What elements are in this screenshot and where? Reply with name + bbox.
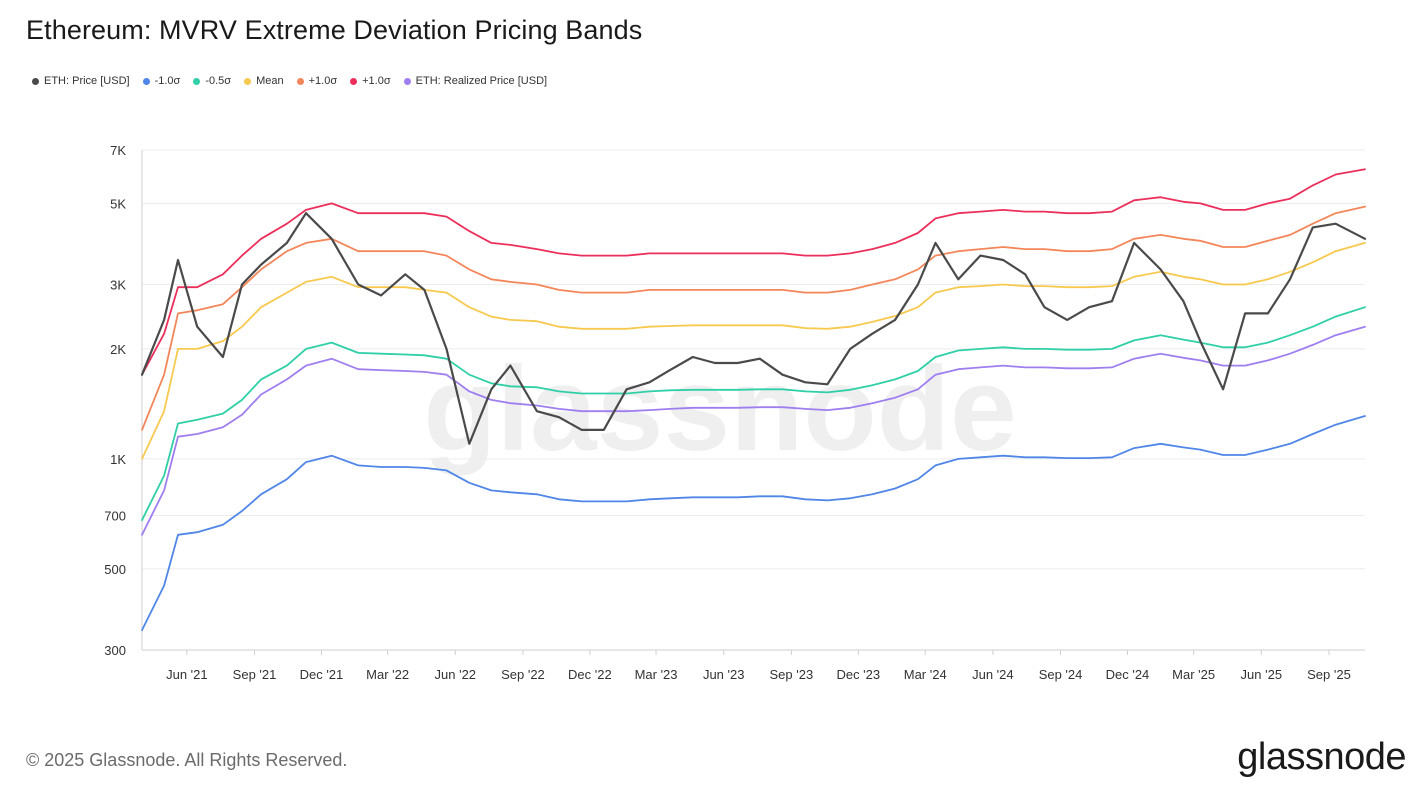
x-tick-label: Dec '23 [836, 667, 880, 682]
legend-label: ETH: Realized Price [USD] [415, 75, 548, 87]
legend-label: +1.0σ [308, 75, 338, 87]
legend-dot [193, 77, 201, 85]
series-line-eth-realized-price-usd [141, 325, 1366, 536]
legend-label: -0.5σ [205, 75, 232, 87]
legend-dot [244, 77, 252, 85]
y-tick-label: 700 [104, 509, 126, 524]
x-tick-label: Sep '23 [770, 667, 814, 682]
x-tick-label: Sep '24 [1039, 667, 1083, 682]
chart-legend: ETH: Price [USD] -1.0σ -0.5σ Mean +1.0σ … [32, 75, 547, 87]
y-tick-label: 5K [110, 196, 126, 211]
legend-item-minus-0-5-sigma[interactable]: -0.5σ [193, 75, 231, 87]
legend-item-plus-1-sigma[interactable]: +1.0σ [296, 75, 338, 87]
legend-item-minus-1-sigma[interactable]: -1.0σ [142, 75, 181, 87]
x-tick-label: Jun '23 [703, 667, 745, 682]
legend-dot [403, 77, 411, 85]
legend-dot [350, 77, 358, 85]
y-tick-label: 1K [110, 452, 126, 467]
y-tick-label: 7K [110, 143, 126, 158]
y-tick-label: 3K [110, 277, 126, 292]
legend-item-realized-price[interactable]: ETH: Realized Price [USD] [403, 75, 548, 87]
x-tick-label: Dec '21 [300, 667, 344, 682]
series-line-1-0 [141, 415, 1366, 631]
chart-title: Ethereum: MVRV Extreme Deviation Pricing… [26, 15, 643, 45]
series-line-eth-price-usd [140, 212, 1367, 445]
x-tick-label: Mar '23 [635, 667, 678, 682]
y-tick-label: 2K [110, 342, 126, 357]
x-tick-label: Jun '24 [972, 667, 1014, 682]
legend-dot [142, 77, 150, 85]
x-tick-label: Dec '22 [568, 667, 612, 682]
x-tick-label: Jun '21 [166, 667, 208, 682]
y-tick-label: 500 [104, 562, 126, 577]
x-tick-label: Sep '21 [233, 667, 277, 682]
x-tick-label: Dec '24 [1106, 667, 1150, 682]
series-line-mean [141, 241, 1366, 460]
series-line-1-0 [141, 168, 1366, 376]
legend-label: ETH: Price [USD] [44, 75, 130, 87]
x-tick-label: Mar '22 [366, 667, 409, 682]
legend-label: +1.0σ [362, 75, 391, 87]
legend-item-mean[interactable]: Mean [244, 75, 284, 87]
copyright-text: © 2025 Glassnode. All Rights Reserved. [26, 750, 348, 770]
y-tick-label: 300 [104, 643, 126, 658]
legend-dot [296, 77, 304, 85]
brand-logo: glassnode [1237, 736, 1406, 778]
axes: 300 500 700 1K 2K 3K 5K 7K Jun '21 Sep '21 Dec '21… [104, 143, 1365, 682]
x-tick-label: Sep '25 [1307, 667, 1351, 682]
x-tick-label: Jun '22 [435, 667, 477, 682]
legend-item-plus-1-sigma-upper[interactable]: +1.0σ [350, 75, 391, 87]
legend-label: Mean [256, 75, 284, 87]
watermark-text: glassnode [423, 342, 1017, 476]
legend-label: -1.0σ [154, 75, 181, 87]
series-line-1-0 [141, 205, 1366, 431]
series-lines [140, 168, 1367, 631]
x-tick-label: Mar '24 [904, 667, 947, 682]
series-line-0-5 [141, 306, 1366, 521]
x-tick-label: Jun '25 [1241, 667, 1283, 682]
legend-item-price[interactable]: ETH: Price [USD] [32, 75, 130, 87]
legend-dot [32, 77, 39, 85]
x-tick-label: Mar '25 [1172, 667, 1215, 682]
x-tick-label: Sep '22 [501, 667, 545, 682]
